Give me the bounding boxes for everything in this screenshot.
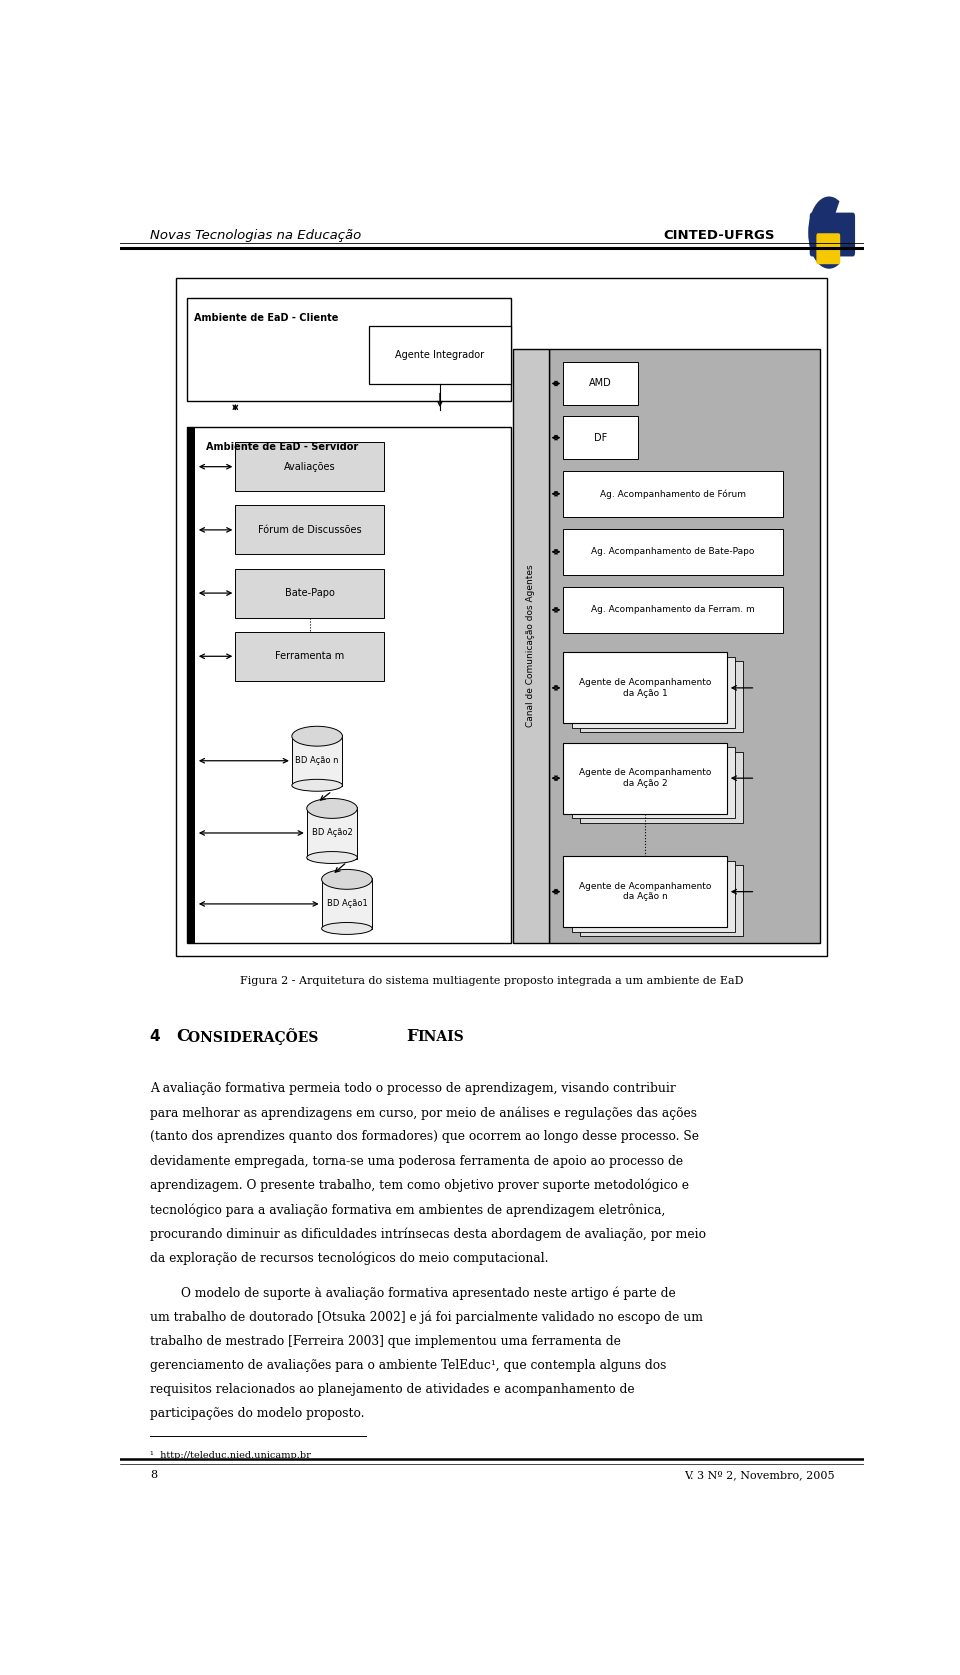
- Text: INAIS: INAIS: [418, 1030, 465, 1044]
- Bar: [187, 298, 511, 400]
- Ellipse shape: [307, 799, 357, 819]
- Wedge shape: [808, 196, 839, 268]
- Bar: [235, 506, 384, 554]
- Bar: [548, 350, 820, 943]
- Bar: [564, 856, 727, 928]
- Ellipse shape: [292, 779, 343, 791]
- Bar: [322, 878, 372, 930]
- Text: participações do modelo proposto.: participações do modelo proposto.: [150, 1407, 364, 1420]
- Text: AMD: AMD: [589, 379, 612, 389]
- Text: aprendizagem. O presente trabalho, tem como objetivo prover suporte metodológico: aprendizagem. O presente trabalho, tem c…: [150, 1179, 688, 1193]
- Text: gerenciamento de avaliações para o ambiente TelEduc¹, que contempla alguns dos: gerenciamento de avaliações para o ambie…: [150, 1358, 666, 1372]
- Text: 4: 4: [150, 1028, 166, 1044]
- Text: Ag. Acompanhamento de Bate-Papo: Ag. Acompanhamento de Bate-Papo: [591, 548, 755, 556]
- Text: Canal de Comunicação dos Agentes: Canal de Comunicação dos Agentes: [526, 564, 535, 727]
- Text: Bate-Papo: Bate-Papo: [285, 588, 335, 598]
- Text: Ag. Acompanhamento da Ferram. m: Ag. Acompanhamento da Ferram. m: [591, 605, 755, 615]
- Text: procurando diminuir as dificuldades intrínsecas desta abordagem de avaliação, po: procurando diminuir as dificuldades intr…: [150, 1228, 706, 1241]
- Text: BD Ação2: BD Ação2: [312, 829, 352, 838]
- Text: Figura 2 - Arquitetura do sistema multiagente proposto integrada a um ambiente d: Figura 2 - Arquitetura do sistema multia…: [240, 977, 744, 987]
- Text: Agente Integrador: Agente Integrador: [396, 350, 485, 360]
- Bar: [187, 427, 511, 943]
- Bar: [580, 866, 743, 936]
- Bar: [307, 807, 357, 859]
- Bar: [187, 427, 195, 943]
- Text: O modelo de suporte à avaliação formativa apresentado neste artigo é parte de: O modelo de suporte à avaliação formativ…: [150, 1286, 676, 1300]
- Bar: [513, 350, 548, 943]
- FancyBboxPatch shape: [816, 233, 840, 265]
- Text: C: C: [176, 1028, 189, 1045]
- Text: V. 3 Nº 2, Novembro, 2005: V. 3 Nº 2, Novembro, 2005: [684, 1471, 834, 1481]
- Ellipse shape: [322, 923, 372, 935]
- Text: F: F: [406, 1028, 419, 1045]
- Text: Fórum de Discussões: Fórum de Discussões: [258, 524, 362, 534]
- Text: Agente de Acompanhamento
da Ação n: Agente de Acompanhamento da Ação n: [579, 883, 711, 901]
- Bar: [292, 735, 343, 786]
- Bar: [564, 529, 783, 575]
- Bar: [571, 747, 735, 817]
- Text: trabalho de mestrado [Ferreira 2003] que implementou uma ferramenta de: trabalho de mestrado [Ferreira 2003] que…: [150, 1335, 620, 1348]
- Bar: [571, 861, 735, 931]
- Text: (tanto dos aprendizes quanto dos formadores) que ocorrem ao longo desse processo: (tanto dos aprendizes quanto dos formado…: [150, 1131, 699, 1144]
- Text: DF: DF: [594, 432, 608, 442]
- Text: Ferramenta m: Ferramenta m: [276, 652, 345, 662]
- Bar: [730, 838, 814, 943]
- Bar: [176, 278, 827, 955]
- Text: BD Ação n: BD Ação n: [296, 755, 339, 765]
- Text: 8: 8: [150, 1471, 156, 1481]
- Text: CINTED-UFRGS: CINTED-UFRGS: [663, 229, 775, 241]
- Bar: [235, 568, 384, 618]
- Bar: [564, 417, 637, 459]
- FancyBboxPatch shape: [809, 213, 855, 256]
- Ellipse shape: [307, 851, 357, 864]
- Text: Agente de Acompanhamento
da Ação 2: Agente de Acompanhamento da Ação 2: [579, 769, 711, 787]
- Bar: [564, 471, 783, 518]
- Text: requisitos relacionados ao planejamento de atividades e acompanhamento de: requisitos relacionados ao planejamento …: [150, 1384, 635, 1397]
- Text: devidamente empregada, torna-se uma poderosa ferramenta de apoio ao processo de: devidamente empregada, torna-se uma pode…: [150, 1154, 683, 1167]
- Text: Ag. Acompanhamento de Fórum: Ag. Acompanhamento de Fórum: [600, 489, 746, 499]
- Bar: [730, 633, 814, 930]
- Bar: [730, 724, 814, 936]
- Text: Agente de Acompanhamento
da Ação 1: Agente de Acompanhamento da Ação 1: [579, 678, 711, 697]
- Text: Novas Tecnologias na Educação: Novas Tecnologias na Educação: [150, 229, 361, 241]
- Bar: [580, 662, 743, 732]
- Bar: [564, 586, 783, 633]
- Text: Avaliações: Avaliações: [284, 462, 336, 472]
- Ellipse shape: [292, 727, 343, 745]
- Text: ONSIDERAÇÕES: ONSIDERAÇÕES: [188, 1028, 324, 1045]
- Text: Ambiente de EaD - Servidor: Ambiente de EaD - Servidor: [205, 442, 358, 452]
- Text: da exploração de recursos tecnológicos do meio computacional.: da exploração de recursos tecnológicos d…: [150, 1251, 548, 1265]
- Bar: [235, 442, 384, 491]
- Text: um trabalho de doutorado [Otsuka 2002] e já foi parcialmente validado no escopo : um trabalho de doutorado [Otsuka 2002] e…: [150, 1310, 703, 1323]
- Text: A avaliação formativa permeia todo o processo de aprendizagem, visando contribui: A avaliação formativa permeia todo o pro…: [150, 1082, 676, 1095]
- Bar: [564, 742, 727, 814]
- Text: Ambiente de EaD - Cliente: Ambiente de EaD - Cliente: [194, 313, 339, 323]
- Bar: [370, 327, 511, 384]
- Bar: [564, 652, 727, 724]
- Text: para melhorar as aprendizagens em curso, por meio de análises e regulações das a: para melhorar as aprendizagens em curso,…: [150, 1106, 697, 1119]
- Bar: [571, 657, 735, 729]
- Ellipse shape: [322, 869, 372, 889]
- Bar: [564, 362, 637, 405]
- Bar: [235, 631, 384, 680]
- Text: tecnológico para a avaliação formativa em ambientes de aprendizagem eletrônica,: tecnológico para a avaliação formativa e…: [150, 1203, 665, 1216]
- Text: BD Ação1: BD Ação1: [326, 899, 368, 908]
- Text: ¹  http://teleduc.nied.unicamp.br: ¹ http://teleduc.nied.unicamp.br: [150, 1451, 311, 1461]
- Bar: [580, 752, 743, 822]
